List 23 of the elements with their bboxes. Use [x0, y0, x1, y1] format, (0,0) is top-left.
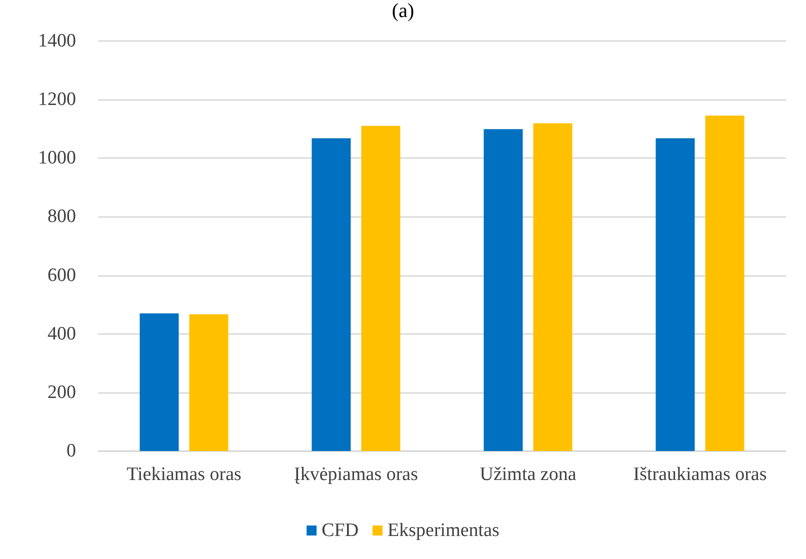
bar — [533, 123, 572, 451]
x-tick-label: Užimta zona — [480, 464, 577, 485]
y-tick-label: 1400 — [38, 30, 76, 52]
chart-title: (a) — [392, 0, 414, 22]
y-tick-label: 600 — [48, 264, 76, 286]
y-tick-label: 800 — [48, 206, 76, 228]
bar — [189, 314, 228, 451]
y-tick-label: 200 — [48, 382, 76, 403]
bar — [656, 138, 695, 451]
legend-label: CFD — [322, 520, 359, 541]
x-tick-label: Ištraukiamas oras — [633, 464, 767, 485]
x-tick-label: Tiekiamas oras — [126, 464, 242, 485]
bar — [361, 126, 400, 451]
y-tick-label: 400 — [48, 323, 76, 344]
bar — [484, 129, 523, 451]
bar — [705, 116, 744, 451]
y-tick-label: 1000 — [38, 148, 76, 169]
y-tick-label: 0 — [66, 440, 76, 462]
bar — [312, 138, 351, 451]
y-tick-label: 1200 — [38, 89, 76, 110]
legend-label: Eksperimentas — [388, 520, 500, 541]
x-tick-label: Įkvėpiamas oras — [294, 464, 418, 485]
bar — [140, 313, 179, 451]
